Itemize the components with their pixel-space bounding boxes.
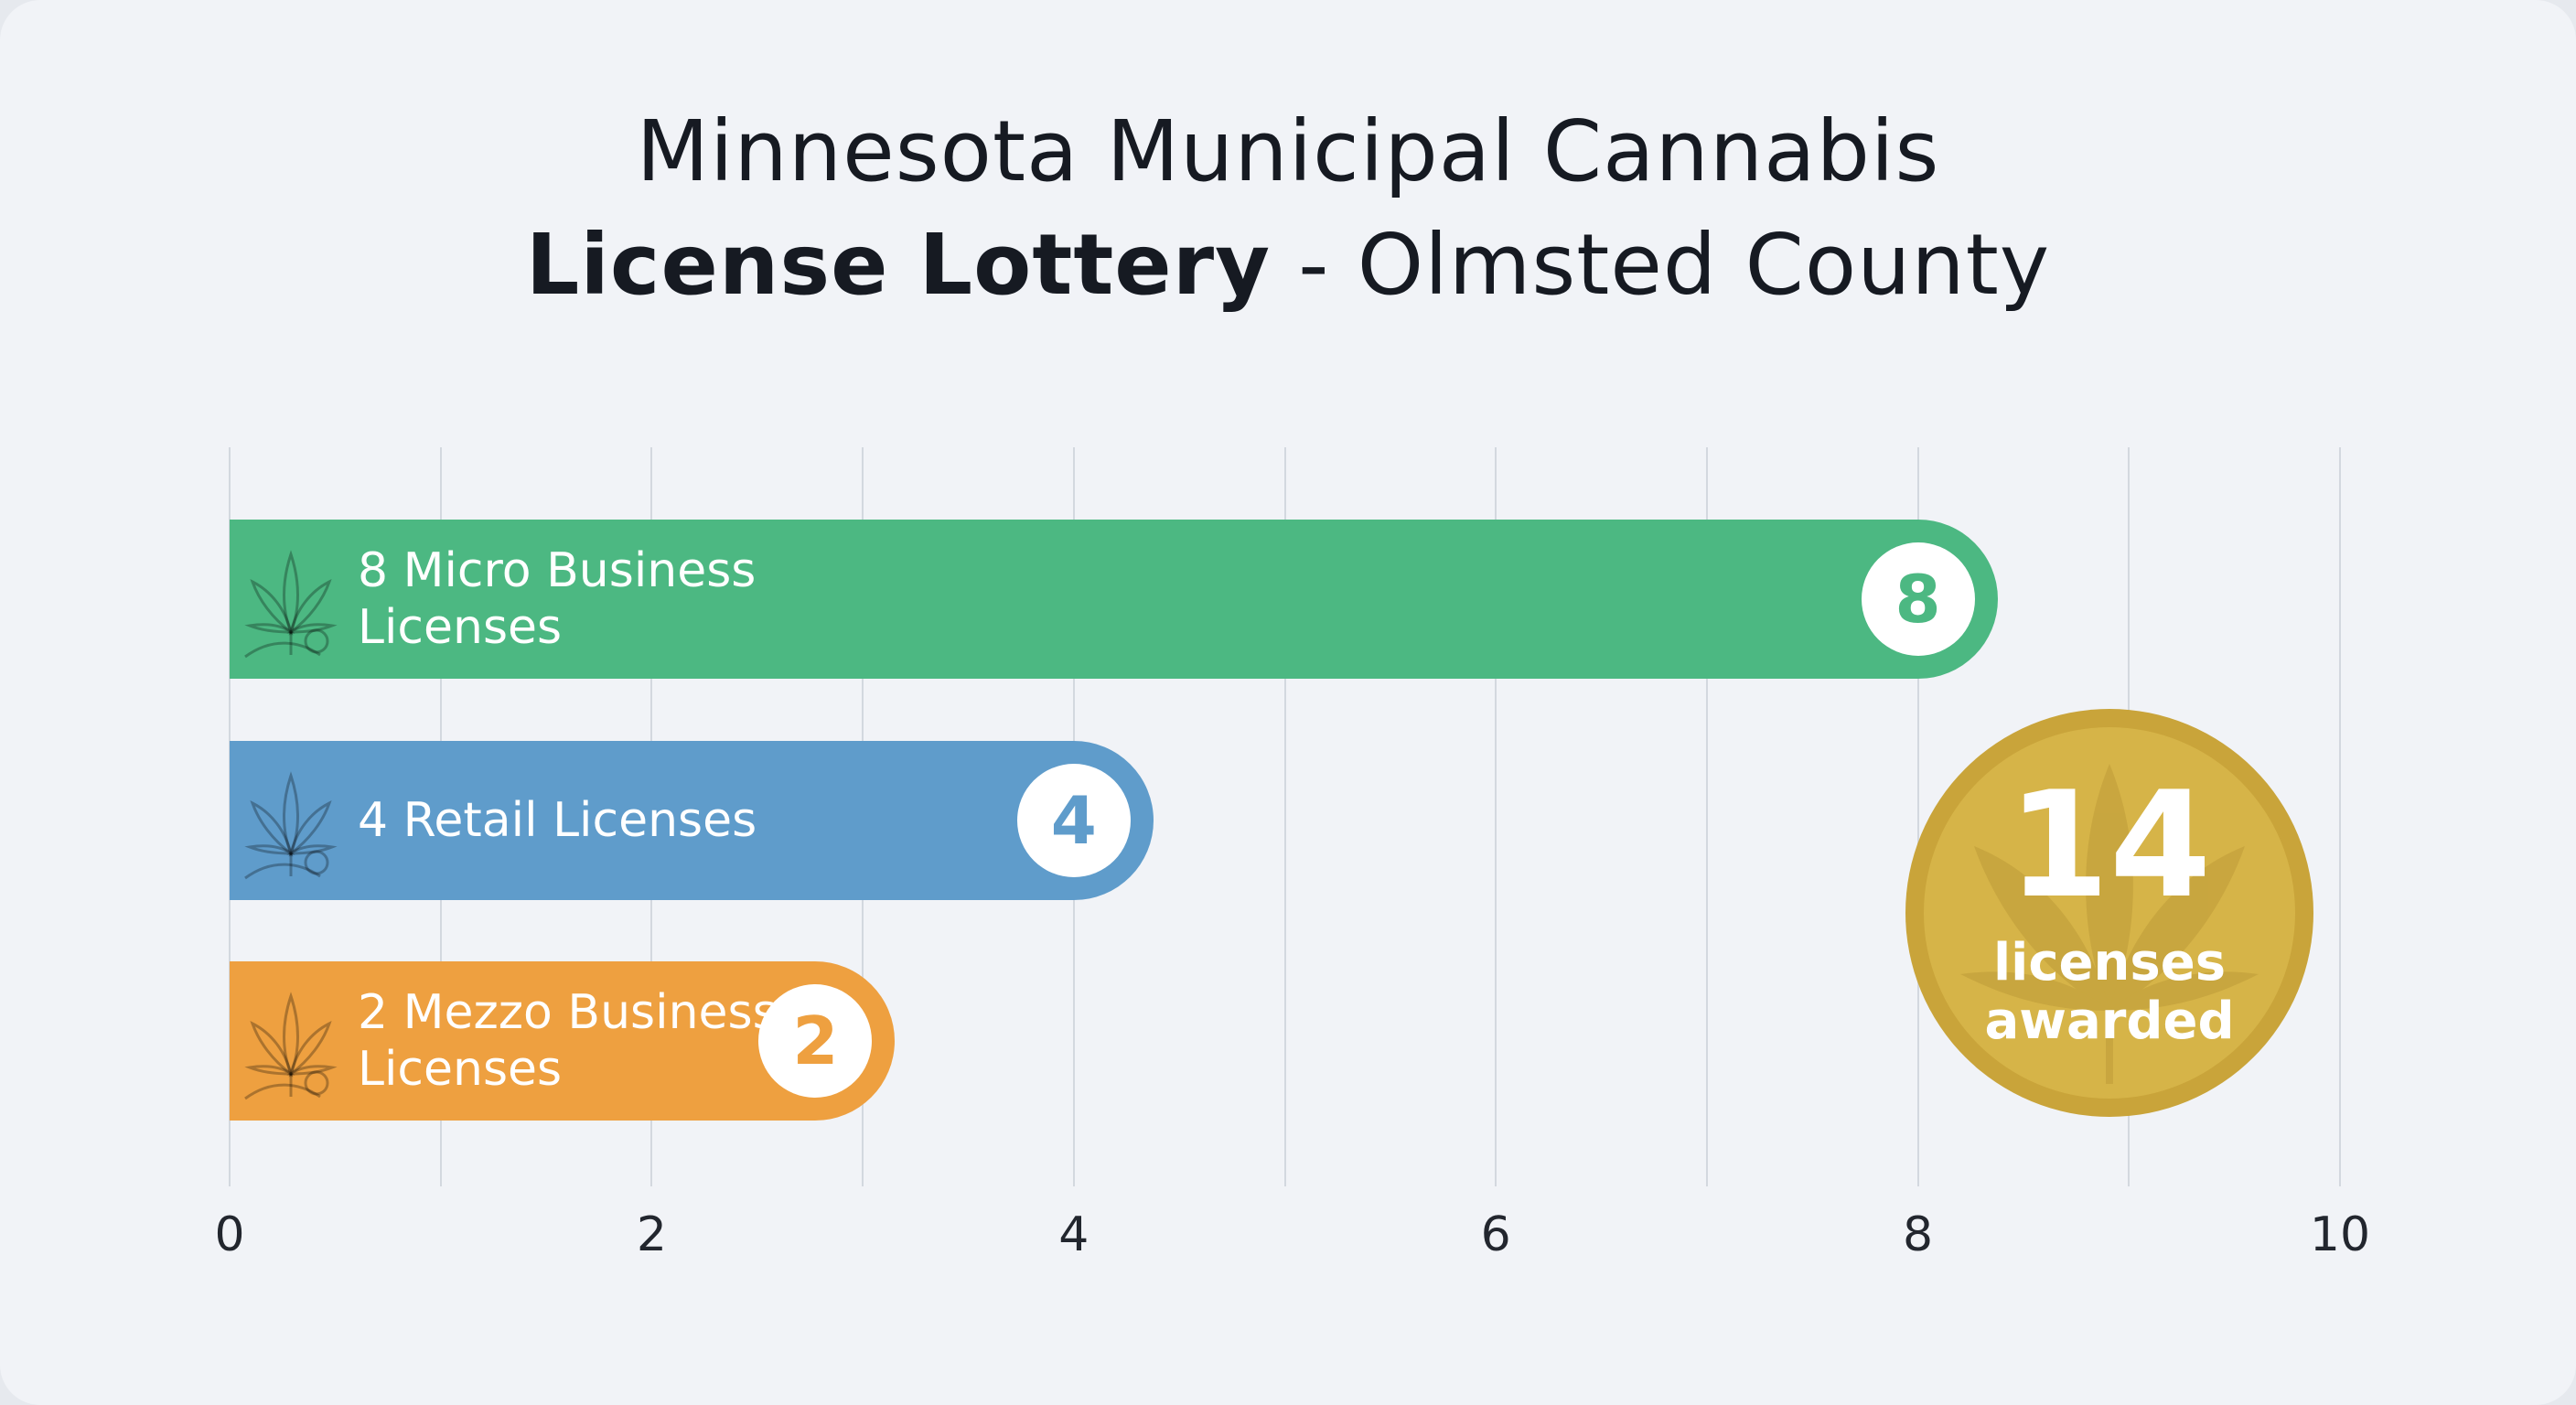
gridline bbox=[1916, 447, 1919, 1186]
gridline bbox=[1495, 447, 1497, 1186]
total-value: 14 bbox=[2007, 759, 2212, 930]
x-tick-label: 8 bbox=[1903, 1207, 1934, 1262]
x-tick-label: 10 bbox=[2309, 1207, 2371, 1262]
title-rest: - Olmsted County bbox=[1271, 216, 2051, 314]
bar-value-label: 2 bbox=[758, 984, 873, 1098]
x-tick-label: 6 bbox=[1480, 1207, 1511, 1262]
cannabis-leaf-icon bbox=[244, 771, 338, 880]
bar-value-label: 8 bbox=[1861, 542, 1975, 656]
chart-title-line1: Minnesota Municipal Cannabis bbox=[636, 102, 1940, 200]
bar-label: 2 Mezzo Business Licenses bbox=[358, 985, 778, 1097]
cannabis-leaf-icon bbox=[244, 550, 338, 659]
bar-label: 8 Micro Business Licenses bbox=[358, 543, 757, 655]
bar: 4 Retail Licenses bbox=[230, 741, 1154, 900]
gridline bbox=[1705, 447, 1708, 1186]
bar-value-label: 4 bbox=[1016, 764, 1131, 877]
bar: 2 Mezzo Business Licenses bbox=[230, 961, 896, 1121]
title-bold: License Lottery bbox=[525, 216, 1272, 314]
bar: 8 Micro Business Licenses bbox=[230, 520, 1998, 679]
x-tick-label: 4 bbox=[1058, 1207, 1089, 1262]
chart-title-line2: License Lottery - Olmsted County bbox=[0, 216, 2576, 315]
total-caption-line2: awarded bbox=[1984, 992, 2235, 1051]
gridline bbox=[2339, 447, 2341, 1186]
cannabis-leaf-icon bbox=[1960, 764, 2259, 1084]
x-tick-label: 0 bbox=[214, 1207, 245, 1262]
total-licenses-badge: 14 licenses awarded bbox=[1905, 709, 2313, 1117]
total-caption-line1: licenses bbox=[1992, 933, 2227, 992]
bar-label: 4 Retail Licenses bbox=[358, 793, 757, 848]
total-caption: licenses awarded bbox=[1905, 934, 2313, 1051]
x-tick-label: 2 bbox=[636, 1207, 667, 1262]
cannabis-leaf-icon bbox=[244, 992, 338, 1100]
gridline bbox=[1283, 447, 1286, 1186]
